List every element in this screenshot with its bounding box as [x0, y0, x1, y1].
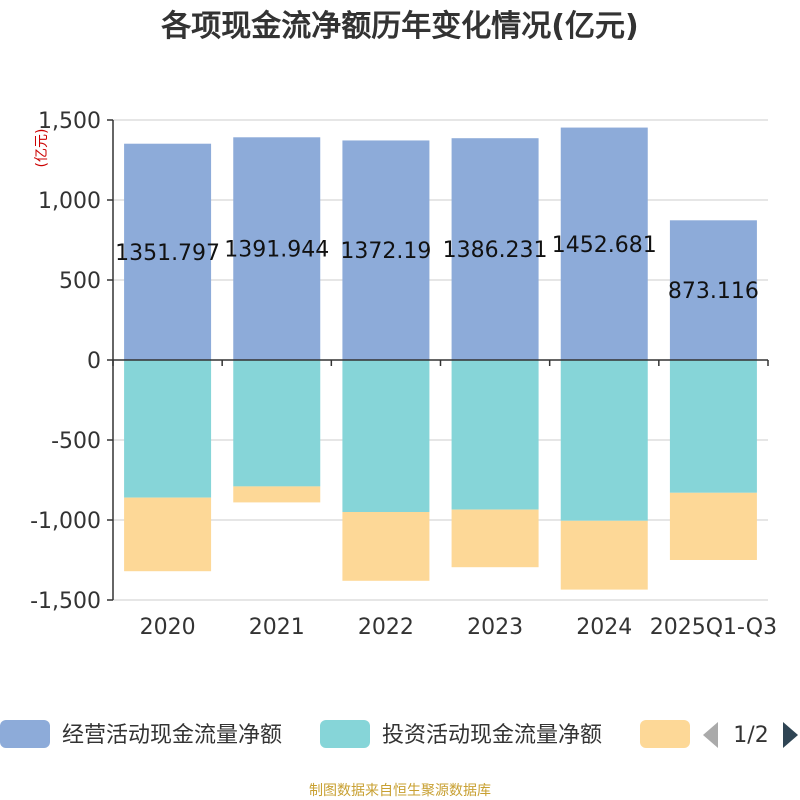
legend-label-1: 经营活动现金流量净额 [62, 723, 282, 748]
bar-1 [124, 143, 212, 360]
y-tick-label: -500 [51, 429, 101, 454]
y-tick-label: -1,000 [30, 509, 101, 534]
triangle-right-icon[interactable] [783, 722, 798, 748]
data-label: 1351.797 [115, 241, 220, 266]
bar-2 [669, 360, 757, 493]
y-tick-label: 1,000 [38, 189, 101, 214]
y-tick-label: 0 [87, 349, 101, 374]
bar-3 [451, 509, 539, 568]
bar-1 [669, 220, 757, 360]
y-tick-label: -1,500 [30, 589, 101, 614]
y-tick-label: 500 [59, 269, 101, 294]
x-tick-label: 2023 [467, 615, 523, 640]
bar-3 [124, 497, 212, 572]
x-tick-label: 2024 [576, 615, 632, 640]
legend-page-indicator: 1/2 [733, 723, 768, 748]
bar-2 [560, 360, 648, 521]
bar-1 [233, 137, 321, 360]
triangle-left-icon[interactable] [703, 722, 718, 748]
source-note: 制图数据来自恒生聚源数据库 [309, 783, 491, 799]
bars-group [124, 127, 757, 590]
bar-3 [233, 486, 321, 503]
data-label: 873.116 [668, 279, 759, 304]
data-label: 1452.681 [552, 233, 657, 258]
bar-2 [233, 360, 321, 487]
legend-swatch-3 [640, 720, 690, 748]
x-tick-label: 2020 [140, 615, 196, 640]
data-label: 1386.231 [443, 238, 548, 263]
bar-3 [560, 520, 648, 590]
legend-label-2: 投资活动现金流量净额 [382, 723, 602, 748]
chart-title: 各项现金流净额历年变化情况(亿元) [160, 9, 638, 44]
axes: 2020 2021 2022 2023 2024 2025Q1-Q3 [107, 119, 777, 640]
data-label: 1391.944 [224, 238, 329, 263]
y-tick-label: 1,500 [38, 109, 101, 134]
bar-3 [342, 512, 430, 581]
y-axis-unit-label: (亿元) [34, 129, 50, 168]
data-labels: 1351.797 1391.944 1372.19 1386.231 1452.681 8… [115, 233, 759, 304]
bar-2 [124, 360, 212, 498]
legend: 经营活动现金流量净额 投资活动现金流量净额 1/2 [0, 720, 798, 748]
x-tick-label: 2025Q1-Q3 [650, 615, 777, 640]
data-label: 1372.19 [340, 239, 431, 264]
bar-1 [342, 140, 430, 360]
legend-swatch-2 [320, 720, 370, 748]
bar-1 [560, 127, 648, 360]
legend-swatch-1 [0, 720, 50, 748]
bar-2 [342, 360, 430, 512]
bar-1 [451, 138, 539, 360]
bar-3 [669, 492, 757, 560]
x-tick-label: 2022 [358, 615, 414, 640]
bar-2 [451, 360, 539, 510]
x-tick-label: 2021 [249, 615, 305, 640]
